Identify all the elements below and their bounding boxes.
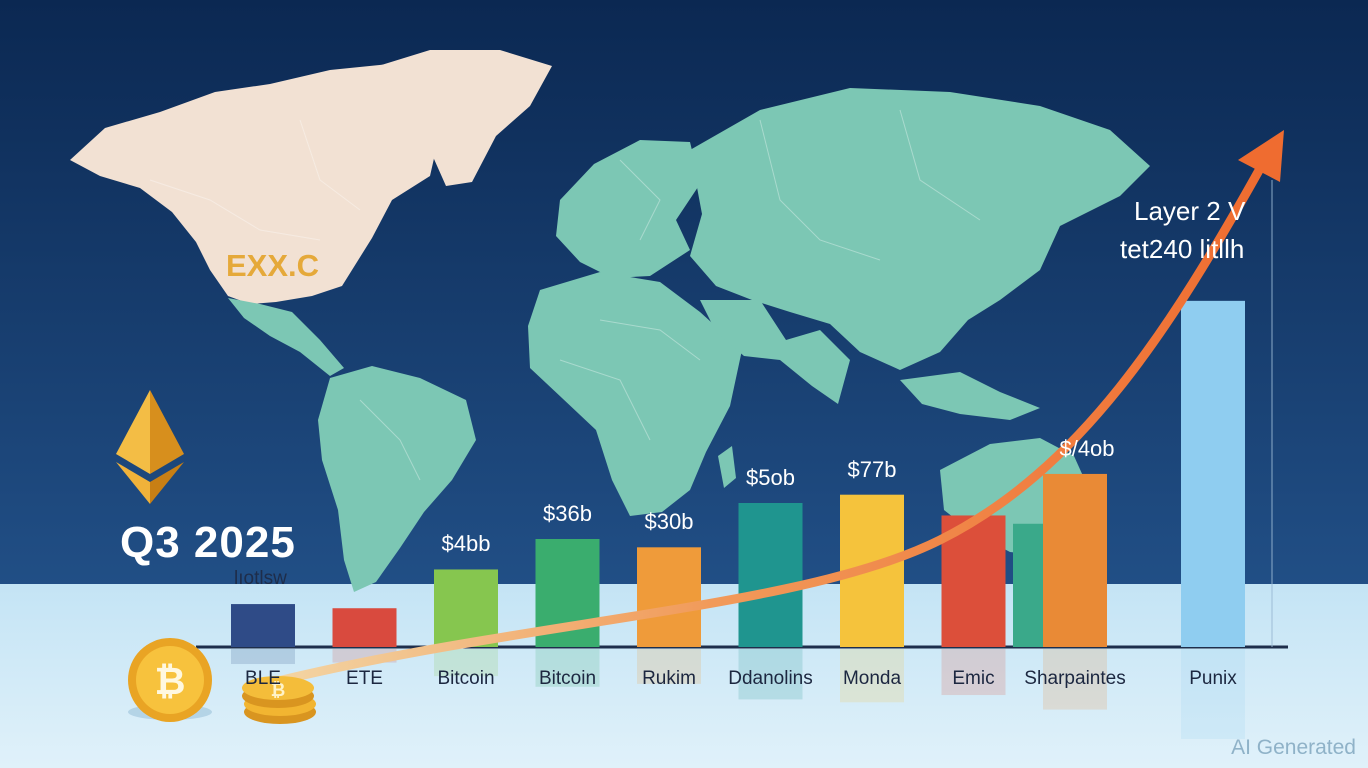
bar-reflection-6 — [738, 649, 803, 700]
x-tick-label-10: Punix — [1189, 668, 1237, 689]
data-label-3: $4bb — [441, 531, 491, 557]
bar-2 — [332, 608, 397, 647]
map-greenland — [378, 50, 552, 186]
world-map — [70, 50, 1150, 592]
data-label-7: $77b — [847, 456, 897, 482]
data-label-4: $36b — [543, 501, 592, 526]
bar-6 — [738, 503, 803, 647]
bar-9 — [1043, 473, 1107, 647]
bar-10 — [1181, 300, 1245, 647]
bar-reflection-4 — [535, 649, 600, 687]
map-africa — [528, 272, 742, 516]
data-label-9: $/4ob — [1059, 435, 1115, 461]
bar-5 — [637, 547, 701, 647]
bar-reflection-8 — [941, 649, 1006, 696]
map-europe — [556, 140, 700, 278]
map-madagascar — [718, 446, 736, 488]
period-title: Q3 2025 — [120, 518, 296, 567]
map-southeast-asia — [900, 372, 1040, 420]
map-asia — [690, 88, 1150, 370]
svg-text:₿: ₿ — [155, 659, 186, 703]
bar-reflection-5 — [637, 649, 701, 684]
bar-reflection-3 — [434, 649, 498, 677]
x-tick-label-3: Bitcoin — [437, 668, 495, 689]
x-tick-label-2: ETE — [346, 668, 383, 689]
map-south-america — [318, 366, 476, 592]
svg-text:₿: ₿ — [271, 680, 286, 701]
data-label-5: $30b — [644, 509, 694, 535]
bar-3 — [434, 569, 498, 647]
x-tick-label-8: Emic — [952, 668, 995, 689]
trend-arrow-icon — [257, 130, 1284, 690]
coin-stack-icon: ₿ — [242, 676, 316, 724]
trend-annotation-line-1: Layer 2 V — [1134, 196, 1246, 226]
bar-reflection-9 — [1043, 649, 1107, 710]
map-north-america — [70, 64, 440, 304]
x-tick-label-7: Monda — [842, 668, 902, 689]
x-tick-label-6: Ddanolins — [728, 668, 813, 689]
map-central-america — [228, 298, 344, 376]
sky-background — [0, 0, 1368, 590]
bar-reflection-10 — [1181, 649, 1245, 739]
ethereum-icon — [116, 390, 184, 504]
bar-reflection-7 — [840, 649, 904, 703]
bar-1 — [231, 604, 295, 647]
trend-annotation-line-2: tet240 litllh — [1120, 234, 1245, 264]
bar-reflection-1 — [231, 649, 295, 665]
map-south-asia — [700, 300, 850, 404]
x-tick-label-9: Sharpaintes — [1024, 668, 1126, 689]
map-label: EXX.C — [226, 248, 320, 283]
x-tick-label-1: BLE — [245, 668, 281, 689]
x-tick-label-5: Rukim — [642, 668, 696, 689]
x-tick-label-4: Bitcoin — [538, 668, 597, 689]
bar-group — [231, 300, 1245, 739]
data-label-6: $5ob — [746, 465, 795, 490]
period-subtitle: lıotlsw — [234, 568, 287, 589]
watermark: AI Generated — [1231, 736, 1356, 759]
bitcoin-coin-icon: ₿ — [128, 638, 212, 722]
